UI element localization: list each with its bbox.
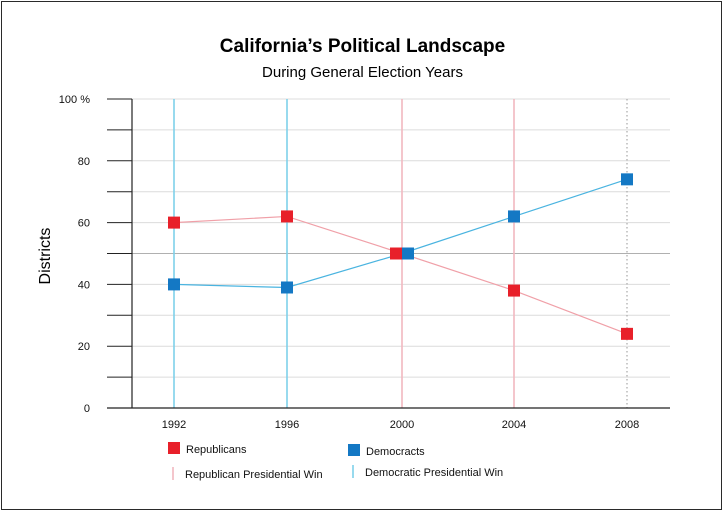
x-tick-label-2004: 2004 — [502, 419, 526, 431]
marker-republicans-2000 — [390, 247, 402, 260]
x-tick-label-2000: 2000 — [390, 419, 414, 431]
y-tick-label-60: 60 — [78, 218, 90, 230]
chart-subtitle: During General Election Years — [262, 64, 463, 81]
marker-republicans-2008 — [621, 327, 633, 340]
y-tick-label-0: 0 — [84, 403, 90, 415]
marker-democracts-1992 — [168, 278, 180, 291]
legend-label-republicans: Republicans — [186, 444, 247, 456]
x-tick-label-1992: 1992 — [162, 419, 186, 431]
marker-democracts-2004 — [508, 210, 520, 223]
y-tick-label-40: 40 — [78, 279, 90, 291]
marker-democracts-2000 — [402, 247, 414, 260]
x-tick-label-2008: 2008 — [615, 419, 639, 431]
legend-swatch-democracts — [348, 444, 360, 456]
legend-swatch-republicans — [168, 442, 180, 454]
y-tick-label-80: 80 — [78, 156, 90, 168]
series-line-republicans — [173, 215, 628, 335]
marker-democracts-1996 — [281, 281, 293, 294]
y-tick-label-100: 100 % — [59, 94, 90, 106]
x-tick-label-1996: 1996 — [275, 419, 299, 431]
y-tick-label-20: 20 — [78, 341, 90, 353]
marker-democracts-2008 — [621, 173, 633, 186]
legend-label-republican-presidential-win: Republican Presidential Win — [185, 469, 323, 481]
chart-title: California’s Political Landscape — [219, 36, 506, 57]
legend-label-democratic-presidential-win: Democratic Presidential Win — [365, 467, 503, 479]
marker-republicans-1992 — [168, 216, 180, 229]
marker-republicans-2004 — [508, 284, 520, 297]
series-line-democracts — [173, 178, 628, 289]
marker-republicans-1996 — [281, 210, 293, 223]
legend-label-democracts: Democracts — [366, 446, 425, 458]
